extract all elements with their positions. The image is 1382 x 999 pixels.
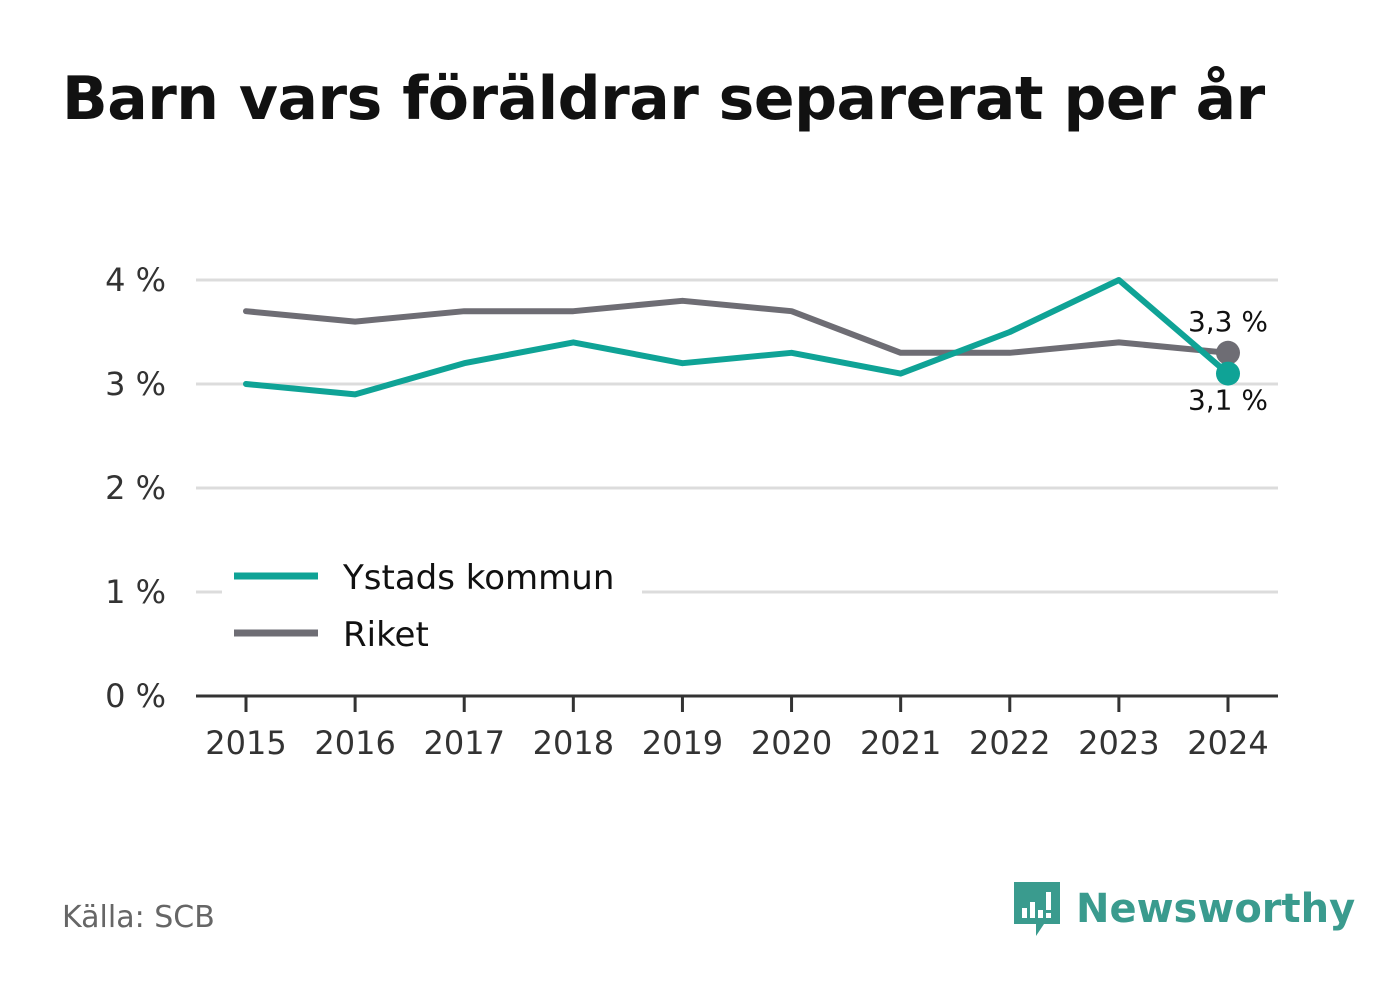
series-line-ystad: [243, 277, 1231, 398]
newsworthy-logo-icon: [1014, 882, 1060, 936]
end-label-riket: 3,3 %: [1188, 305, 1268, 338]
x-axis-ticks: 2015 2016 2017 2018 2019 2020 2021 2022 2023 2024: [205, 696, 1269, 762]
legend-background: [222, 548, 642, 594]
series-line-riket: [243, 297, 1231, 356]
y-axis-ticks: 0 % 1 % 2 % 3 % 4 %: [105, 261, 166, 715]
source-note: Källa: SCB: [62, 900, 215, 935]
x-tick-label: 2020: [751, 724, 832, 762]
chart-title: Barn vars föräldrar separerat per år: [62, 64, 1265, 134]
brand-name: Newsworthy: [1076, 886, 1356, 932]
x-tick-label: 2019: [642, 724, 723, 762]
y-tick-label: 2 %: [105, 469, 166, 507]
x-tick-label: 2017: [424, 724, 505, 762]
y-tick-label: 1 %: [105, 573, 166, 611]
y-tick-label: 0 %: [105, 677, 166, 715]
x-tick-label: 2023: [1078, 724, 1159, 762]
series-lines: [243, 277, 1240, 398]
end-point-ystad: [1216, 361, 1240, 386]
x-tick-label: 2022: [969, 724, 1050, 762]
newsworthy-logo: Newsworthy: [1012, 880, 1355, 938]
x-tick-label: 2018: [533, 724, 614, 762]
x-tick-label: 2015: [205, 724, 286, 762]
x-tick-label: 2021: [860, 724, 941, 762]
legend-label-ystad: Ystads kommun: [342, 558, 614, 598]
legend-label-riket: Riket: [343, 615, 429, 655]
x-tick-label: 2016: [314, 724, 395, 762]
y-tick-label: 4 %: [105, 261, 166, 299]
legend: Ystads kommun Riket: [222, 548, 642, 655]
end-label-ystad: 3,1 %: [1188, 384, 1268, 417]
x-tick-label: 2024: [1187, 724, 1268, 762]
y-tick-label: 3 %: [105, 365, 166, 403]
end-point-riket: [1216, 340, 1240, 365]
grid-lines: [196, 278, 1278, 594]
